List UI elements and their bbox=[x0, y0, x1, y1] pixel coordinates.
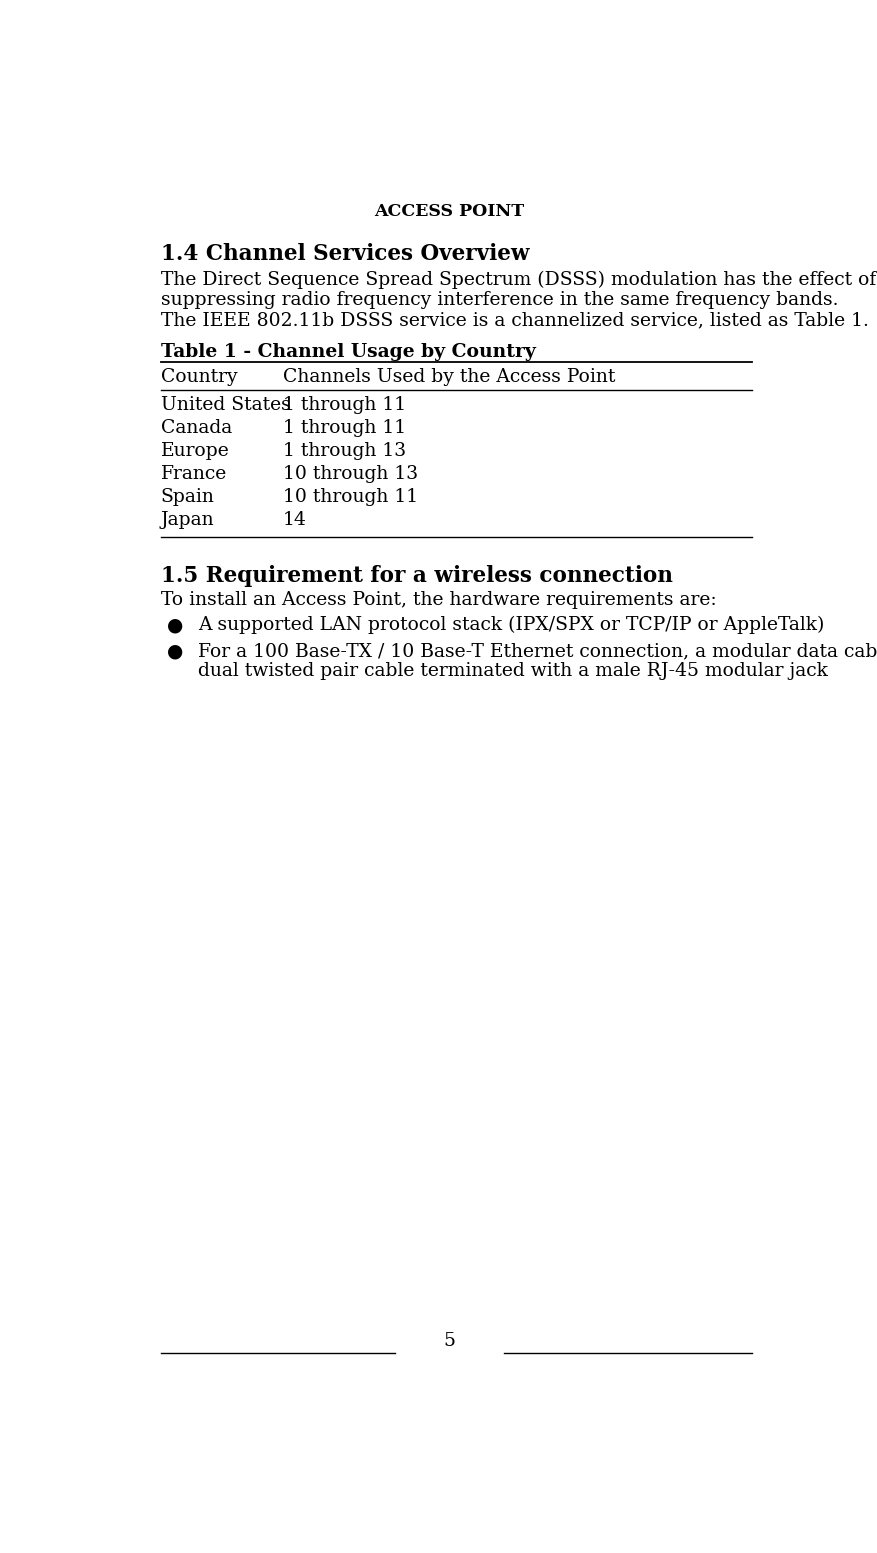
Text: ACCESS POINT: ACCESS POINT bbox=[374, 203, 524, 221]
Text: France: France bbox=[160, 464, 227, 483]
Text: The IEEE 802.11b DSSS service is a channelized service, listed as Table 1.: The IEEE 802.11b DSSS service is a chann… bbox=[160, 311, 868, 329]
Text: dual twisted pair cable terminated with a male RJ-45 modular jack: dual twisted pair cable terminated with … bbox=[198, 662, 828, 680]
Text: 10 through 11: 10 through 11 bbox=[283, 488, 418, 506]
Text: ●: ● bbox=[168, 617, 184, 634]
Text: Channels Used by the Access Point: Channels Used by the Access Point bbox=[283, 368, 616, 387]
Text: Japan: Japan bbox=[160, 511, 214, 530]
Text: The Direct Sequence Spread Spectrum (DSSS) modulation has the effect of: The Direct Sequence Spread Spectrum (DSS… bbox=[160, 272, 876, 289]
Text: Spain: Spain bbox=[160, 488, 215, 506]
Text: 14: 14 bbox=[283, 511, 307, 530]
Text: Europe: Europe bbox=[160, 443, 230, 460]
Text: To install an Access Point, the hardware requirements are:: To install an Access Point, the hardware… bbox=[160, 592, 717, 609]
Text: For a 100 Base-TX / 10 Base-T Ethernet connection, a modular data cable with a: For a 100 Base-TX / 10 Base-T Ethernet c… bbox=[198, 643, 877, 660]
Text: 1 through 13: 1 through 13 bbox=[283, 443, 406, 460]
Text: 1 through 11: 1 through 11 bbox=[283, 419, 406, 436]
Text: United States: United States bbox=[160, 396, 290, 413]
Text: 1.4 Channel Services Overview: 1.4 Channel Services Overview bbox=[160, 244, 529, 266]
Text: 1 through 11: 1 through 11 bbox=[283, 396, 406, 413]
Text: Table 1 - Channel Usage by Country: Table 1 - Channel Usage by Country bbox=[160, 343, 536, 362]
Text: 10 through 13: 10 through 13 bbox=[283, 464, 418, 483]
Text: Canada: Canada bbox=[160, 419, 232, 436]
Text: suppressing radio frequency interference in the same frequency bands.: suppressing radio frequency interference… bbox=[160, 290, 838, 309]
Text: ●: ● bbox=[168, 643, 184, 660]
Text: 1.5 Requirement for a wireless connection: 1.5 Requirement for a wireless connectio… bbox=[160, 565, 673, 587]
Text: Country: Country bbox=[160, 368, 237, 387]
Text: 5: 5 bbox=[444, 1332, 455, 1350]
Text: A supported LAN protocol stack (IPX/SPX or TCP/IP or AppleTalk): A supported LAN protocol stack (IPX/SPX … bbox=[198, 617, 824, 634]
